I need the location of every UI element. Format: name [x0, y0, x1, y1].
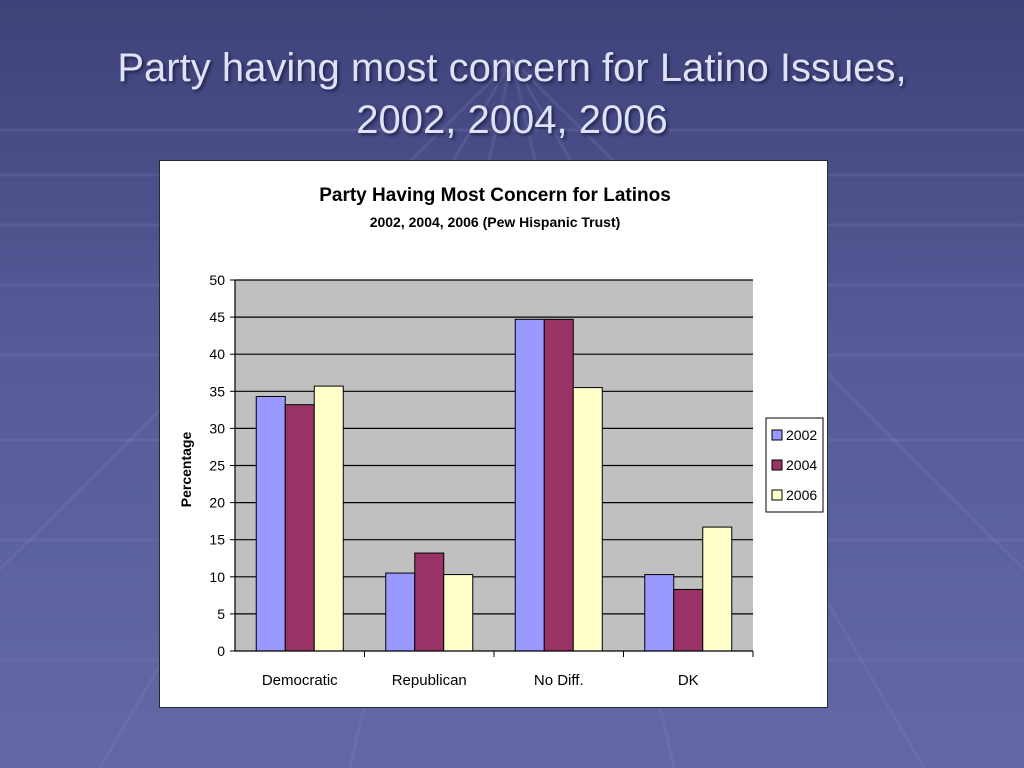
y-tick-label: 20 — [209, 495, 225, 511]
y-tick-label: 10 — [209, 569, 225, 585]
legend-label-2006: 2006 — [786, 487, 817, 503]
chart-title: Party Having Most Concern for Latinos — [319, 185, 671, 206]
bar-2004-democratic — [284, 404, 315, 652]
x-tick-label: Democratic — [262, 672, 338, 689]
bar-2002-no-diff — [514, 318, 545, 652]
bar-chart: Party Having Most Concern for Latinos200… — [178, 185, 824, 689]
legend-label-2002: 2002 — [786, 427, 817, 443]
legend-swatch-2002 — [771, 429, 783, 441]
y-tick-label: 15 — [209, 532, 225, 548]
bar-2006-republican — [443, 574, 474, 652]
x-tick-label: No Diff. — [534, 672, 584, 689]
bar-2002-dk — [644, 574, 675, 652]
x-tick-label: Republican — [392, 672, 467, 689]
y-tick-label: 40 — [209, 346, 225, 362]
chart-panel: Party Having Most Concern for Latinos 200… — [159, 160, 828, 708]
y-tick-label: 30 — [209, 420, 225, 436]
bar-2004-no-diff — [543, 318, 574, 652]
bar-2004-dk — [673, 588, 704, 652]
bar-2002-democratic — [255, 395, 286, 652]
chart-subtitle: 2002, 2004, 2006 (Pew Hispanic Trust) — [370, 214, 621, 230]
y-tick-label: 45 — [209, 309, 225, 325]
bar-2006-dk — [702, 526, 733, 652]
y-tick-label: 0 — [217, 643, 225, 659]
y-tick-label: 5 — [217, 606, 225, 622]
bar-2002-republican — [385, 572, 416, 652]
slide-title: Party having most concern for Latino Iss… — [30, 42, 994, 146]
y-axis-label: Percentage — [178, 432, 194, 508]
y-tick-label: 25 — [209, 458, 225, 474]
slide-title-line-2: 2002, 2004, 2006 — [356, 98, 668, 142]
x-tick-label: DK — [678, 672, 699, 689]
bar-2006-democratic — [313, 385, 344, 652]
y-tick-label: 35 — [209, 383, 225, 399]
legend-swatch-2006 — [771, 489, 783, 501]
legend-label-2004: 2004 — [786, 457, 817, 473]
legend-swatch-2004 — [771, 459, 783, 471]
bar-2004-republican — [414, 552, 445, 652]
slide-title-line-1: Party having most concern for Latino Iss… — [117, 46, 907, 90]
y-tick-label: 50 — [209, 272, 225, 288]
bar-2006-no-diff — [572, 387, 603, 652]
